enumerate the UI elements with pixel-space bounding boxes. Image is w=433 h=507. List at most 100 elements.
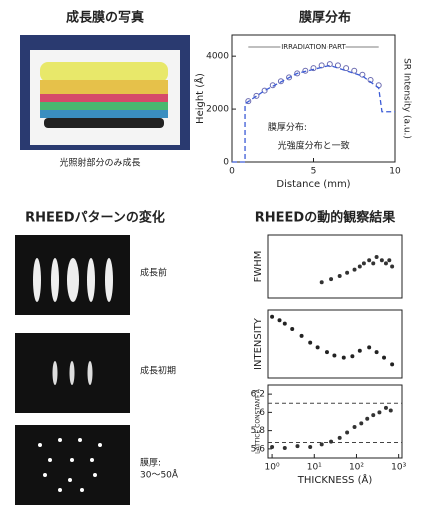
streak <box>33 258 41 302</box>
stage-label: 30〜50Å <box>140 469 179 481</box>
chart-title: RHEEDの動的観察結果 <box>255 210 395 226</box>
film-photo <box>20 35 190 150</box>
x-tick-label: 10¹ <box>307 463 322 473</box>
data-point <box>291 328 294 331</box>
y-axis-label: Height (Å) <box>193 73 206 124</box>
x-tick-label: 10 <box>389 167 401 177</box>
stage-label: 膜厚: <box>140 458 161 469</box>
x-tick-label: 10³ <box>391 463 406 473</box>
plot-frame <box>268 235 402 298</box>
data-point <box>372 262 375 265</box>
annotation: 膜厚分布: <box>268 121 307 133</box>
data-point <box>391 265 394 268</box>
data-point <box>271 446 274 449</box>
data-point <box>352 68 357 73</box>
data-point <box>271 315 274 318</box>
data-point <box>338 436 341 439</box>
streak <box>67 258 79 302</box>
spot <box>70 458 74 462</box>
streak <box>53 361 58 385</box>
data-point <box>325 351 328 354</box>
data-point <box>320 281 323 284</box>
data-point <box>360 422 363 425</box>
data-point <box>283 446 286 449</box>
y-axis-label: INTENSITY <box>253 317 264 370</box>
stage-label: 成長前 <box>140 267 167 279</box>
data-point <box>333 354 336 357</box>
streak <box>70 361 75 385</box>
plot-frame <box>268 310 402 378</box>
spot <box>90 458 94 462</box>
data-point <box>375 256 378 259</box>
data-point <box>375 351 378 354</box>
streak <box>88 361 93 385</box>
data-point <box>362 262 365 265</box>
spot <box>93 473 97 477</box>
y-tick-label: 2000 <box>206 105 229 115</box>
y-axis-label: FWHM <box>253 251 264 283</box>
data-point <box>368 259 371 262</box>
x-tick-label: 10² <box>349 463 364 473</box>
data-point <box>320 443 323 446</box>
annotation: 光強度分布と一致 <box>278 140 350 152</box>
figure: 成長膜の写真 光照射部分のみ成長 RHEEDパターンの変化 成長前成長初期膜厚:… <box>0 0 433 507</box>
spot <box>38 443 42 447</box>
data-point <box>342 356 345 359</box>
stage-label: 成長初期 <box>140 365 176 377</box>
annotation: IRRADIATION PART <box>281 43 346 51</box>
data-point <box>366 417 369 420</box>
y2-axis-label: SR Intensity (a.u.) <box>402 58 412 139</box>
data-point <box>351 355 354 358</box>
x-tick-label: 5 <box>311 167 317 177</box>
plot-frame <box>268 385 402 458</box>
y-tick-label: 4000 <box>206 52 229 62</box>
data-point <box>391 363 394 366</box>
data-point <box>309 341 312 344</box>
photo-title: 成長膜の写真 <box>66 10 144 26</box>
data-point <box>358 265 361 268</box>
data-point <box>368 346 371 349</box>
data-point <box>309 446 312 449</box>
data-point <box>358 349 361 352</box>
data-point <box>330 440 333 443</box>
data-point <box>383 356 386 359</box>
data-point <box>353 425 356 428</box>
data-point <box>384 262 387 265</box>
spot <box>98 443 102 447</box>
rheed-title: RHEEDパターンの変化 <box>25 210 165 226</box>
streak <box>87 258 95 302</box>
data-point <box>360 72 365 77</box>
data-point <box>300 334 303 337</box>
data-point <box>283 322 286 325</box>
streak <box>105 258 113 302</box>
streak <box>51 258 59 302</box>
x-tick-label: 10⁰ <box>265 463 280 473</box>
data-point <box>380 259 383 262</box>
spot <box>78 438 82 442</box>
data-point <box>346 271 349 274</box>
spot <box>58 438 62 442</box>
rheed-image <box>15 425 130 505</box>
data-point <box>316 346 319 349</box>
spot <box>48 458 52 462</box>
spot <box>43 473 47 477</box>
data-point <box>353 268 356 271</box>
data-point <box>338 274 341 277</box>
y-axis-label: LATTICE CONSTANT Å <box>255 388 262 454</box>
spot <box>80 488 84 492</box>
data-point <box>330 278 333 281</box>
spot <box>68 478 72 482</box>
data-point <box>384 406 387 409</box>
data-point <box>278 319 281 322</box>
x-axis-label: Distance (mm) <box>276 179 350 190</box>
data-point <box>346 431 349 434</box>
photo-caption: 光照射部分のみ成長 <box>59 157 140 169</box>
x-tick-label: 0 <box>229 167 235 177</box>
data-point <box>296 445 299 448</box>
spot <box>58 488 62 492</box>
x-axis-label: THICKNESS (Å) <box>297 473 373 486</box>
chart-title: 膜厚分布 <box>299 10 351 26</box>
data-point <box>389 409 392 412</box>
data-point <box>388 259 391 262</box>
